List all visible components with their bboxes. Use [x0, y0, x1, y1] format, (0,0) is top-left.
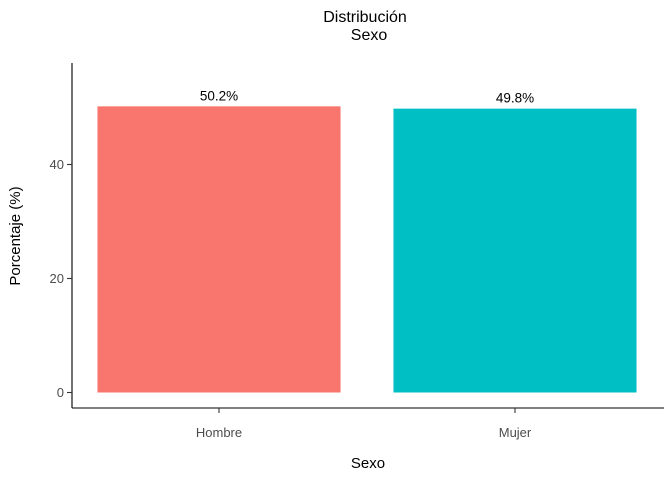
chart-title: Distribución [323, 9, 407, 26]
chart-subtitle: Sexo [351, 27, 388, 44]
x-axis-label: Sexo [351, 455, 385, 472]
x-tick-label-hombre: Hombre [196, 425, 242, 440]
bar-mujer [393, 108, 637, 393]
bar-hombre [97, 106, 341, 393]
data-label-hombre: 50.2% [200, 88, 238, 103]
y-axis-label: Porcentaje (%) [7, 186, 24, 285]
x-axis-ticks: Hombre Mujer [196, 408, 532, 440]
y-tick-label-40: 40 [50, 157, 64, 172]
y-tick-label-0: 0 [57, 385, 64, 400]
y-tick-label-20: 20 [50, 271, 64, 286]
bars-group [97, 106, 637, 393]
x-tick-label-mujer: Mujer [499, 425, 532, 440]
data-labels-group: 50.2% 49.8% [200, 88, 534, 105]
y-axis-ticks: 0 20 40 [50, 157, 72, 400]
data-label-mujer: 49.8% [496, 91, 534, 106]
